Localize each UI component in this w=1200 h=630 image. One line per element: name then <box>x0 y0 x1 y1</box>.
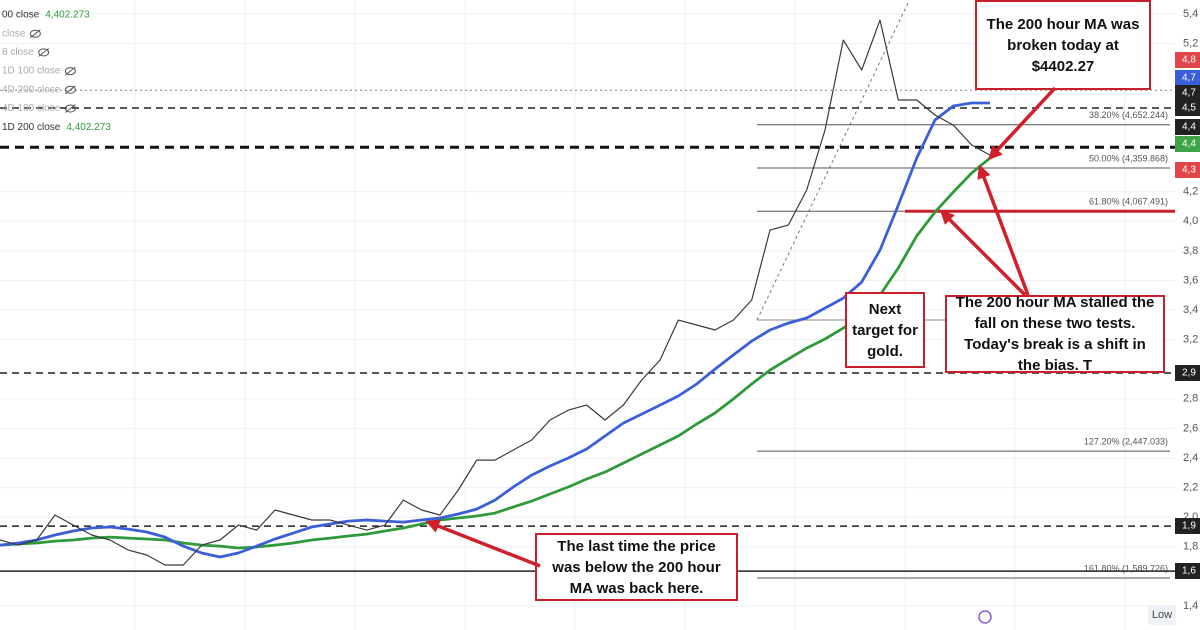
price-badge <box>1175 563 1200 579</box>
y-tick-label: 3,4 <box>1183 304 1198 316</box>
price-badge-label: 4,7 <box>1182 73 1196 84</box>
eye-icon <box>64 104 76 113</box>
y-tick-label: 5,2 <box>1183 38 1198 50</box>
y-tick-label: 1,8 <box>1183 541 1198 553</box>
legend-value: 4,402.273 <box>66 122 111 133</box>
eye-icon <box>29 29 41 38</box>
annotation-box: The 200 hour MA stalled the fall on thes… <box>945 294 1165 374</box>
price-badge-label: 4,3 <box>1182 165 1196 176</box>
y-tick-label: 2,4 <box>1183 452 1198 464</box>
price-badge-label: 4,4 <box>1182 122 1196 133</box>
price-badge-label: 4,8 <box>1182 55 1196 66</box>
legend-label[interactable]: 4D 200 close <box>2 84 61 95</box>
legend-label[interactable]: 8 close <box>2 47 34 58</box>
annotation-box: Next target for gold. <box>845 292 925 368</box>
price-badge <box>1175 119 1200 135</box>
price-badge <box>1175 365 1200 381</box>
eye-slash <box>38 48 49 57</box>
price-badge-label: 4,7 <box>1182 88 1196 99</box>
legend-label[interactable]: 1D 200 close <box>2 122 61 133</box>
fib-label: 127.20% (2,447.033) <box>1084 436 1168 446</box>
y-tick-label: 3,8 <box>1183 245 1198 257</box>
price-badge <box>1175 70 1200 86</box>
price-badge-label: 4,5 <box>1182 103 1196 114</box>
annotation-box: The last time the price was below the 20… <box>535 533 738 601</box>
fib-label: 161.80% (1,589.726) <box>1084 563 1168 573</box>
series-line <box>0 101 990 559</box>
legend-label[interactable]: 4D 100 close <box>2 103 61 114</box>
y-tick-label: 2,2 <box>1183 482 1198 494</box>
price-badge <box>1175 100 1200 116</box>
price-badge-label: 1,6 <box>1182 566 1196 577</box>
fib-label: 61.80% (4,067.491) <box>1089 197 1168 207</box>
low-button[interactable]: Low <box>1148 605 1176 625</box>
price-badge-label: 1,9 <box>1182 521 1196 532</box>
eye-icon <box>64 85 76 94</box>
series-line <box>0 19 991 566</box>
y-tick-label: 3,6 <box>1183 274 1198 286</box>
price-badge <box>1175 85 1200 101</box>
y-tick-label: 5,4 <box>1183 8 1198 20</box>
legend-label[interactable]: close <box>2 28 26 39</box>
eye-slash <box>65 104 76 113</box>
eye-slash <box>65 66 76 76</box>
legend-value: 4,402.273 <box>45 10 90 21</box>
eye-slash <box>30 29 41 39</box>
y-tick-label: 2,6 <box>1183 422 1198 434</box>
price-badge-label: 4,4 <box>1182 139 1196 150</box>
trend-line <box>756 2 909 321</box>
y-tick-label: 1,4 <box>1183 600 1198 612</box>
price-badge <box>1175 136 1200 152</box>
eye-slash <box>65 85 76 95</box>
eye-icon <box>64 67 76 76</box>
y-tick-label: 3,2 <box>1183 334 1198 346</box>
eye-icon <box>38 48 50 57</box>
series-line <box>0 157 991 550</box>
y-tick-label: 4,2 <box>1183 186 1198 198</box>
y-tick-label: 2,8 <box>1183 393 1198 405</box>
y-tick-label: 4,0 <box>1183 215 1198 227</box>
legend-label[interactable]: 1D 100 close <box>2 66 61 77</box>
price-badge <box>1175 52 1200 68</box>
price-badge <box>1175 518 1200 534</box>
legend-label[interactable]: 00 close <box>2 10 40 21</box>
price-badge <box>1175 162 1200 178</box>
fib-label: 50.00% (4,359.868) <box>1089 153 1168 163</box>
price-badge-label: 2,9 <box>1182 368 1196 379</box>
annotation-box: The 200 hour MA was broken today at $440… <box>975 0 1151 90</box>
fib-label: 38.20% (4,652.244) <box>1089 110 1168 120</box>
